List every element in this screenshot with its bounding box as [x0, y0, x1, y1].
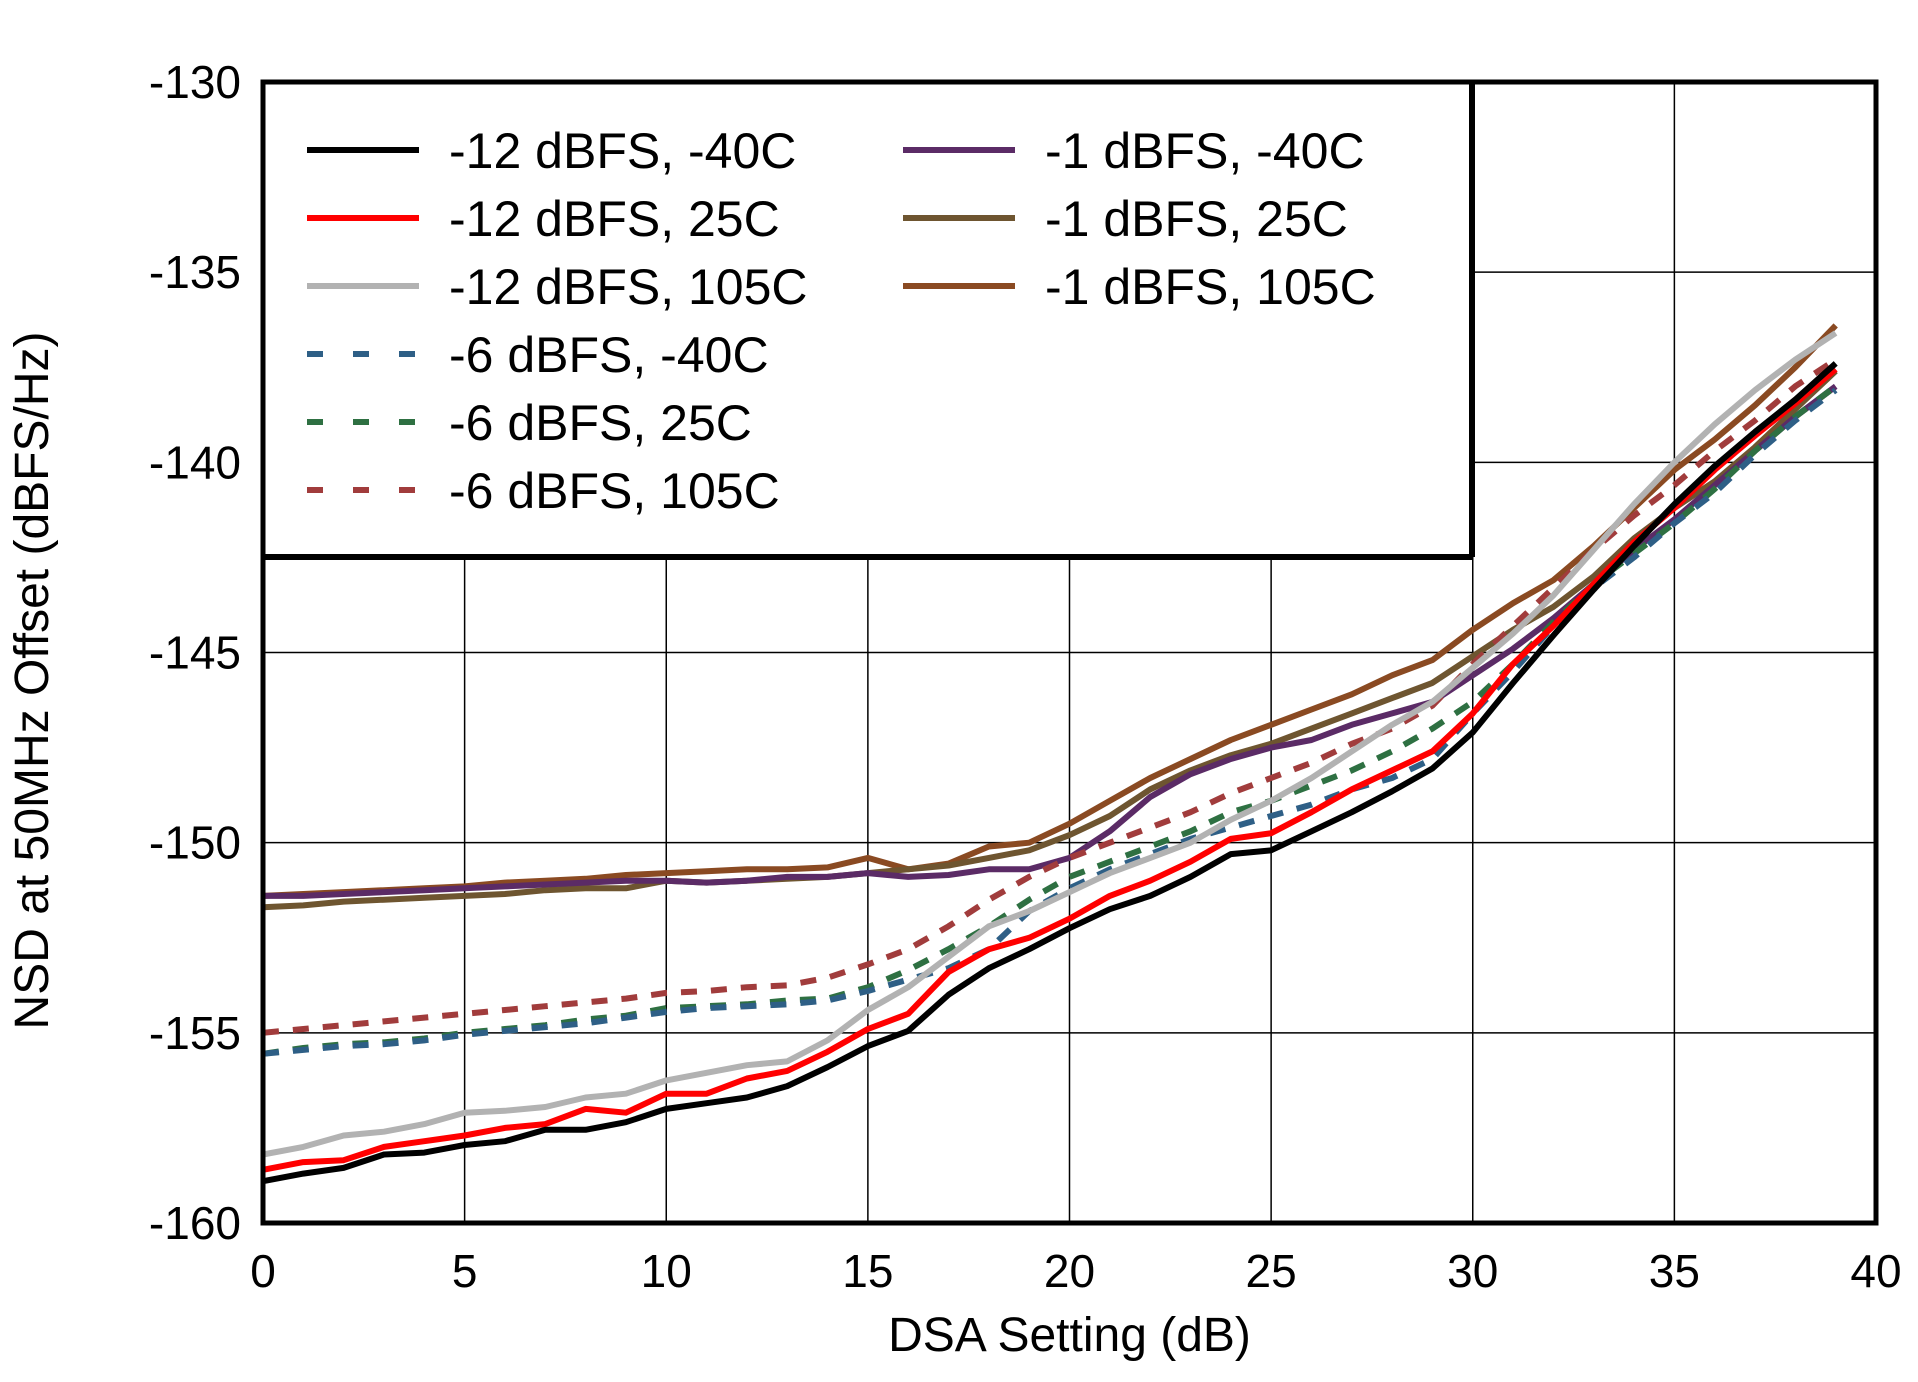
y-tick-label: -160 [149, 1197, 241, 1249]
legend-label: -6 dBFS, 25C [449, 395, 752, 451]
series-line [262, 361, 1838, 1185]
legend: -12 dBFS, -40C -12 dBFS, 25C -12 dBFS, 105… [263, 82, 1475, 560]
y-tick-label: -145 [149, 627, 241, 679]
x-tick-label: 0 [250, 1245, 276, 1297]
x-tick-label: 30 [1447, 1245, 1498, 1297]
x-tick-label: 15 [842, 1245, 893, 1297]
series-line [262, 323, 1838, 899]
y-tick-label: -135 [149, 246, 241, 298]
legend-box [263, 82, 1472, 555]
x-tick-label: 35 [1649, 1245, 1700, 1297]
legend-label: -6 dBFS, -40C [449, 327, 769, 383]
legend-label: -12 dBFS, 25C [449, 191, 780, 247]
y-tick-label: -140 [149, 436, 241, 488]
plot-frame [260, 79, 1879, 1226]
x-tick-label: 10 [641, 1245, 692, 1297]
series-layer [262, 323, 1838, 1185]
series-line [262, 330, 1838, 1158]
x-axis-title: DSA Setting (dB) [888, 1309, 1251, 1362]
legend-label: -12 dBFS, 105C [449, 259, 808, 315]
y-tick-label: -150 [149, 817, 241, 869]
x-tick-label: 5 [452, 1245, 478, 1297]
legend-label: -1 dBFS, -40C [1045, 123, 1365, 179]
y-tick-label: -155 [149, 1007, 241, 1059]
series-line [262, 366, 1838, 1173]
x-tick-label: 25 [1246, 1245, 1297, 1297]
legend-label: -12 dBFS, -40C [449, 123, 796, 179]
series-line [262, 368, 1838, 911]
legend-label: -6 dBFS, 105C [449, 463, 780, 519]
x-tick-label: 40 [1850, 1245, 1901, 1297]
legend-label: -1 dBFS, 25C [1045, 191, 1348, 247]
y-axis-title: NSD at 50MHz Offset (dBFS/Hz) [6, 332, 59, 1030]
legend-label: -1 dBFS, 105C [1045, 259, 1376, 315]
x-tick-labels: 0 5 10 15 20 25 30 35 40 [250, 1245, 1901, 1297]
series-line [262, 357, 1838, 1036]
y-tick-labels: -130 -135 -140 -145 -150 -155 -160 [149, 56, 241, 1249]
y-tick-label: -130 [149, 56, 241, 108]
x-tick-label: 20 [1044, 1245, 1095, 1297]
